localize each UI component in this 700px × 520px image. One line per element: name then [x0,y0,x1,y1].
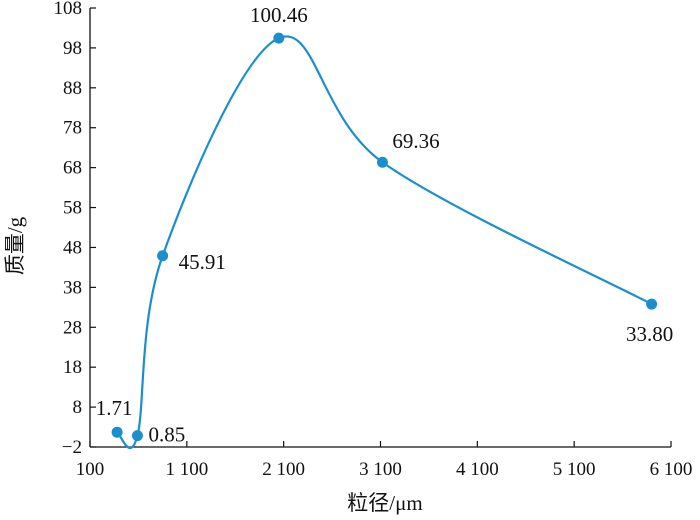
ticks: 100 1 100 2 100 3 100 4 100 5 100 6 100 −2 8 18 28… [54,0,693,480]
data-label: 0.85 [148,423,185,447]
x-tick-label: 2 100 [262,459,305,480]
x-tick-label: 3 100 [359,459,402,480]
x-tick-label: 4 100 [456,459,499,480]
data-point [273,32,285,44]
axes [89,8,671,448]
y-tick-label: 58 [63,198,82,219]
x-tick-label: 1 100 [165,459,208,480]
data-points [111,32,658,442]
data-point [376,156,388,168]
x-tick-label: 6 100 [650,459,693,480]
y-tick-label: 18 [63,357,82,378]
y-axis-title: 质量/g [3,216,27,275]
x-axis-title: 粒径/μm [347,491,422,515]
data-label: 33.80 [626,322,673,346]
data-point [131,430,143,442]
x-tick-label: 100 [76,459,105,480]
y-tick-label: 98 [63,38,82,59]
data-label: 69.36 [392,129,439,153]
y-tick-label: 8 [73,397,83,418]
y-tick-label: 48 [63,237,82,258]
data-label: 45.91 [179,250,226,274]
series-line [116,35,653,450]
data-label: 1.71 [96,396,133,420]
y-tick-label: 38 [63,277,82,298]
data-point [157,250,169,262]
y-tick-label: 88 [63,78,82,99]
x-tick-label: 5 100 [553,459,596,480]
data-label: 100.46 [250,3,308,27]
y-tick-label: 68 [63,158,82,179]
y-tick-label: 108 [54,0,83,19]
data-point [111,426,123,438]
y-tick-label: 78 [63,118,82,139]
data-point [646,298,658,310]
y-tick-label: −2 [62,437,82,458]
y-tick-label: 28 [63,317,82,338]
data-labels: 1.71 0.85 45.91 100.46 69.36 33.80 [96,3,674,447]
